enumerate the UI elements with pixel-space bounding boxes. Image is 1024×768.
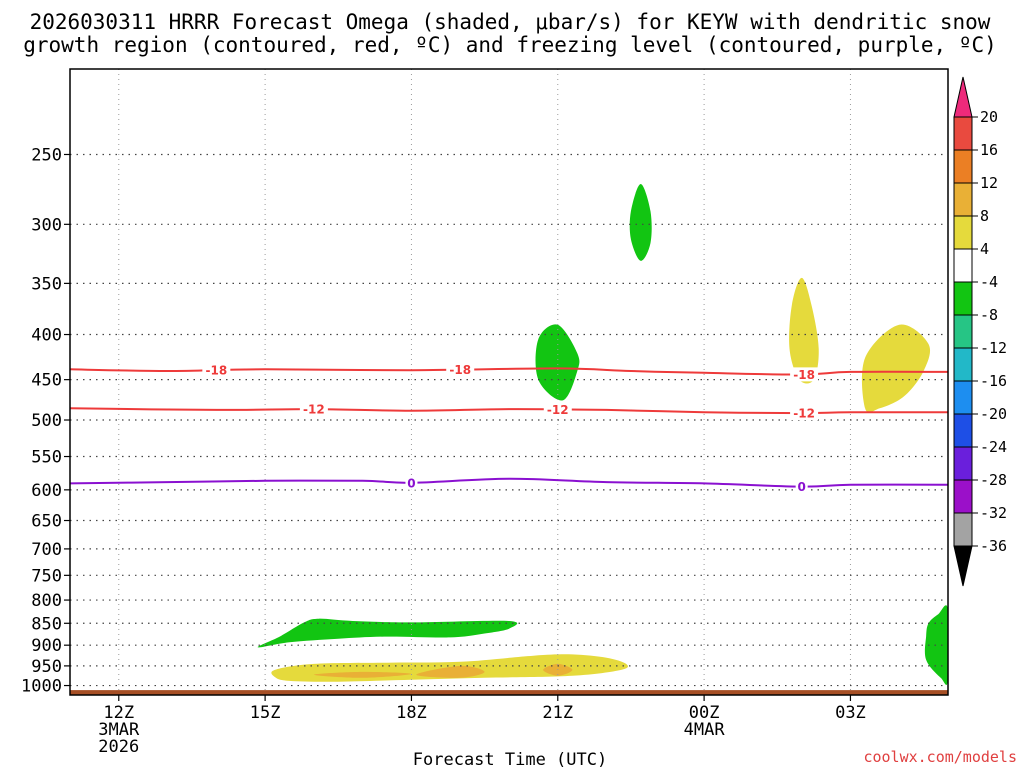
x-tick-label: 00Z (689, 703, 720, 723)
colorbar: 20 16 12 8 4 -4 -8 -12 -16 -20 -24 -28 -32 -36 (953, 76, 1007, 587)
colorbar-segment (953, 347, 973, 382)
colorbar-segment (953, 512, 973, 547)
contour-line (69, 407, 949, 415)
y-tick-label: 950 (31, 657, 62, 677)
contour-line (69, 477, 949, 488)
colorbar-segment (953, 446, 973, 481)
y-tick-label: 350 (31, 274, 62, 294)
y-tick-label: 750 (31, 566, 62, 586)
colorbar-label: 16 (980, 141, 998, 159)
contour-label: -18 (205, 364, 227, 378)
contour-label: 0 (407, 476, 415, 490)
y-tick-label: 800 (31, 591, 62, 611)
y-tick-label: 550 (31, 448, 62, 468)
omega-region-1 (629, 184, 652, 261)
plot-frame (69, 68, 949, 696)
x-tick-label: 2026 (98, 737, 139, 757)
y-tick-label: 700 (31, 540, 62, 560)
colorbar-segment (953, 281, 973, 316)
colorbar-label: 20 (980, 108, 998, 126)
grid (70, 69, 948, 691)
chart-title-line-2: growth region (contoured, red, ºC) and f… (23, 33, 997, 57)
colorbar-label: -32 (980, 504, 1007, 522)
contour-label: -12 (793, 407, 815, 421)
contour-label-bg (446, 362, 475, 377)
colorbar-label: 8 (980, 207, 989, 225)
contour-label: -18 (449, 363, 471, 377)
x-tick-label: 03Z (835, 703, 866, 723)
contour-label-bg (202, 363, 231, 378)
omega-region-9 (416, 665, 485, 678)
chart-title-line-1: 2026030311 HRRR Forecast Omega (shaded, … (30, 10, 991, 34)
omega-region-3 (257, 618, 518, 648)
axes: 2503003504004505005506006507007508008509… (21, 68, 949, 757)
colorbar-label: 12 (980, 174, 998, 192)
surface-band (70, 690, 948, 695)
x-tick-label: 15Z (250, 703, 281, 723)
omega-region-5 (789, 277, 819, 384)
colorbar-label: -24 (980, 438, 1007, 456)
contour-label: 0 (797, 480, 805, 494)
y-tick-label: 450 (31, 371, 62, 391)
omega-region-2 (535, 324, 580, 401)
omega-shaded-regions (70, 184, 948, 695)
colorbar-segment (953, 380, 973, 415)
colorbar-segment (953, 149, 973, 184)
y-tick-label: 650 (31, 512, 62, 532)
x-tick-label: 3MAR (98, 720, 140, 740)
colorbar-label: -8 (980, 306, 998, 324)
colorbar-segment (953, 479, 973, 514)
omega-region-8 (313, 671, 412, 678)
x-tick-label: 21Z (542, 703, 573, 723)
x-axis-label: Forecast Time (UTC) (413, 750, 607, 768)
colorbar-segment (953, 116, 973, 151)
contour-label-bg (299, 402, 328, 417)
y-tick-label: 400 (31, 326, 62, 346)
x-tick-label: 12Z (103, 703, 134, 723)
contour-label-bg (405, 475, 418, 490)
colorbar-label: -28 (980, 471, 1007, 489)
colorbar-label: -20 (980, 405, 1007, 423)
contour-label-bg (790, 406, 819, 421)
credit-text: coolwx.com/models (863, 748, 1017, 766)
omega-region-4 (924, 605, 948, 686)
y-tick-label: 500 (31, 411, 62, 431)
colorbar-segment (953, 182, 973, 217)
colorbar-segment (953, 314, 973, 349)
colorbar-segment (953, 248, 973, 283)
contour-label: -12 (303, 403, 325, 417)
y-tick-label: 1000 (21, 677, 62, 697)
colorbar-label: -4 (980, 273, 998, 291)
colorbar-top-arrow (953, 76, 973, 118)
colorbar-segment (953, 413, 973, 448)
contour-label-bg (543, 402, 572, 417)
y-tick-label: 300 (31, 215, 62, 235)
x-tick-label: 18Z (396, 703, 427, 723)
colorbar-label: -16 (980, 372, 1007, 390)
y-tick-label: 900 (31, 636, 62, 656)
contour-label-bg (795, 479, 808, 494)
contour-label: -18 (793, 368, 815, 382)
y-tick-label: 250 (31, 145, 62, 165)
temperature-contours: -18 -18 -18 -12 -12 -12 0 0 (69, 362, 949, 494)
omega-region-6 (861, 324, 931, 413)
colorbar-label: -36 (980, 537, 1007, 555)
contour-label-bg (790, 367, 819, 382)
colorbar-label: 4 (980, 240, 989, 258)
colorbar-label: -12 (980, 339, 1007, 357)
colorbar-bottom-arrow (953, 545, 973, 587)
colorbar-segment (953, 215, 973, 250)
y-tick-label: 600 (31, 481, 62, 501)
x-tick-label: 4MAR (684, 720, 726, 740)
contour-label: -12 (547, 403, 569, 417)
y-tick-label: 850 (31, 614, 62, 634)
